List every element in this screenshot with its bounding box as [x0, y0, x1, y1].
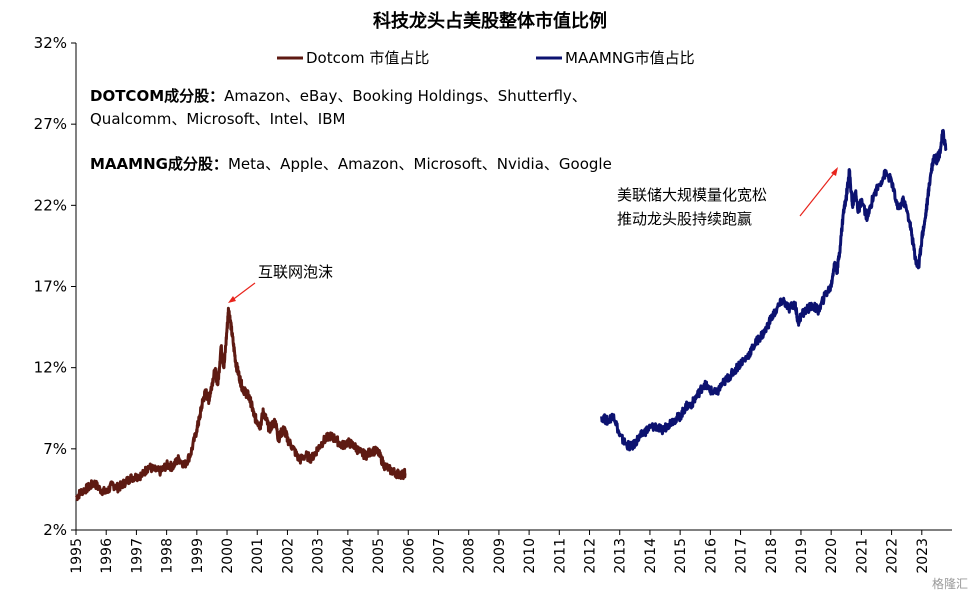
y-tick-label: 27%	[34, 115, 67, 133]
chart-title: 科技龙头占美股整体市值比例	[373, 10, 607, 32]
note-dotcom-label: DOTCOM成分股：	[90, 87, 224, 105]
note-line-maamng: MAAMNG成分股：Meta、Apple、Amazon、Microsoft、Nv…	[90, 155, 612, 173]
x-tick-label: 2015	[673, 538, 689, 574]
y-tick-label: 12%	[34, 359, 67, 377]
x-tick-label: 2023	[915, 538, 931, 574]
x-tick-label: 2022	[885, 538, 901, 574]
x-tick-label: 2014	[643, 538, 659, 574]
x-tick-label: 2000	[220, 538, 236, 574]
legend-label-maamng: MAAMNG市值占比	[565, 49, 695, 67]
axes: 32% 27% 22% 17% 12% 7% 2%1995 1996 1997 1998 1999 2…	[34, 34, 952, 574]
x-tick-label: 2006	[401, 538, 417, 574]
note-maamng-label: MAAMNG成分股：	[90, 155, 228, 173]
x-tick-label: 2009	[492, 538, 508, 574]
x-tick-label: 1998	[160, 538, 176, 574]
x-tick-label: 2019	[794, 538, 810, 574]
annotation-bubble-arrow	[230, 282, 256, 302]
constituents-note: DOTCOM成分股：Amazon、eBay、Booking Holdings、S…	[90, 87, 612, 173]
y-tick-label: 32%	[34, 34, 67, 52]
annotation-bubble-text: 互联网泡沫	[258, 263, 333, 281]
annotation-qe: 美联储大规模量化宽松 推动龙头股持续跑赢	[617, 167, 838, 228]
watermark: 格隆汇	[932, 576, 968, 591]
x-tick-label: 2003	[311, 538, 327, 574]
x-tick-label: 1999	[190, 538, 206, 574]
note-maamng-text: Meta、Apple、Amazon、Microsoft、Nvidia、Googl…	[228, 155, 612, 173]
annotation-bubble: 互联网泡沫	[228, 263, 333, 303]
x-tick-label: 2011	[552, 538, 568, 574]
legend-label-dotcom: Dotcom 市值占比	[306, 49, 429, 67]
x-tick-label: 1997	[129, 538, 145, 574]
annotation-qe-text-1: 美联储大规模量化宽松	[617, 186, 767, 204]
y-tick-label: 7%	[43, 440, 67, 458]
note-line-dotcom: DOTCOM成分股：Amazon、eBay、Booking Holdings、S…	[90, 87, 587, 105]
x-tick-label: 2013	[613, 538, 629, 574]
x-tick-label: 1995	[69, 538, 85, 574]
y-tick-label: 17%	[34, 278, 67, 296]
series-layer	[74, 128, 948, 502]
x-tick-label: 2004	[341, 538, 357, 574]
x-tick-label: 2020	[824, 538, 840, 574]
x-tick-label: 2002	[280, 538, 296, 574]
x-tick-label: 2007	[431, 538, 447, 574]
x-tick-label: 2016	[703, 538, 719, 574]
y-tick-label: 2%	[43, 521, 67, 539]
annotation-bubble-arrowhead	[228, 296, 236, 303]
y-tick-label: 22%	[34, 196, 67, 214]
annotation-qe-text-2: 推动龙头股持续跑赢	[617, 210, 752, 228]
series-line-dotcom	[74, 306, 407, 502]
x-tick-label: 2010	[522, 538, 538, 574]
annotation-qe-arrow	[799, 171, 836, 217]
annotation-qe-arrowhead	[831, 167, 838, 176]
x-tick-label: 2017	[734, 538, 750, 574]
x-tick-label: 2005	[371, 538, 387, 574]
x-tick-label: 2018	[764, 538, 780, 574]
x-tick-label: 2008	[462, 538, 478, 574]
series-line-maamng	[600, 128, 948, 452]
x-tick-label: 2001	[250, 538, 266, 574]
x-tick-label: 2021	[854, 538, 870, 574]
legend: Dotcom 市值占比 MAAMNG市值占比	[277, 49, 695, 67]
note-line-dotcom-cont: Qualcomm、Microsoft、Intel、IBM	[90, 110, 345, 128]
x-tick-label: 1996	[99, 538, 115, 574]
x-tick-label: 2012	[583, 538, 599, 574]
note-dotcom-text: Amazon、eBay、Booking Holdings、Shutterfly、	[224, 87, 587, 105]
